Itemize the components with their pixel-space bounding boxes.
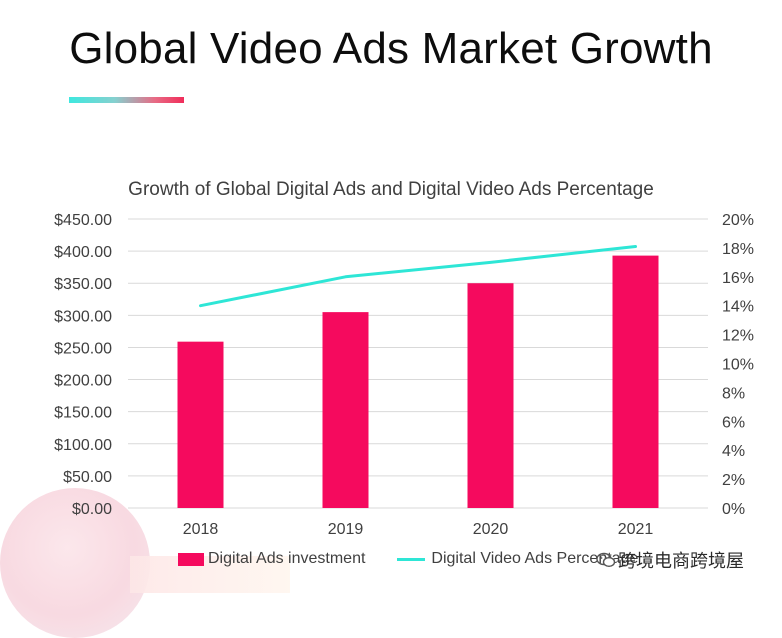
watermark-text: 跨境电商跨境屋 [618, 547, 744, 573]
legend-item-bar: Digital Ads investment [178, 550, 365, 568]
y-right-tick-label: 14% [722, 299, 754, 316]
y-left-tick-label: $300.00 [54, 308, 112, 325]
bar-2019 [323, 312, 369, 508]
y-right-tick-label: 16% [722, 270, 754, 287]
y-right-tick-label: 20% [722, 212, 754, 229]
legend-label-bar: Digital Ads investment [208, 550, 365, 568]
y-right-tick-label: 10% [722, 357, 754, 374]
y-left-tick-label: $450.00 [54, 212, 112, 229]
y-right-tick-label: 0% [722, 501, 745, 518]
wechat-icon [596, 551, 616, 569]
bar-2020 [468, 283, 514, 508]
y-left-tick-label: $250.00 [54, 340, 112, 357]
x-tick-label: 2021 [618, 521, 654, 538]
legend-swatch-line [397, 558, 425, 561]
y-right-tick-label: 4% [722, 443, 745, 460]
combo-chart: $0.00 $50.00 $100.00 $150.00 $200.00 $250.00 $… [0, 0, 782, 593]
y-right-tick-label: 8% [722, 385, 745, 402]
bar-2018 [178, 342, 224, 508]
watermark: 跨境电商跨境屋 [596, 548, 744, 572]
y-left-tick-label: $400.00 [54, 244, 112, 261]
y-left-tick-label: $200.00 [54, 373, 112, 390]
chart-legend: Digital Ads investment Digital Video Ads… [178, 548, 638, 570]
line-series-video-ads-percentage [201, 246, 636, 305]
x-tick-label: 2020 [473, 521, 509, 538]
y-left-tick-label: $350.00 [54, 276, 112, 293]
y-right-tick-label: 12% [722, 328, 754, 345]
y-left-tick-label: $0.00 [72, 501, 112, 518]
y-left-tick-label: $150.00 [54, 405, 112, 422]
y-right-tick-label: 6% [722, 414, 745, 431]
legend-swatch-bar [178, 553, 204, 566]
x-tick-label: 2019 [328, 521, 364, 538]
y-left-tick-label: $50.00 [63, 469, 112, 486]
x-tick-label: 2018 [183, 521, 219, 538]
y-right-tick-label: 2% [722, 472, 745, 489]
y-right-tick-label: 18% [722, 241, 754, 258]
y-left-tick-label: $100.00 [54, 437, 112, 454]
bar-2021 [613, 256, 659, 508]
